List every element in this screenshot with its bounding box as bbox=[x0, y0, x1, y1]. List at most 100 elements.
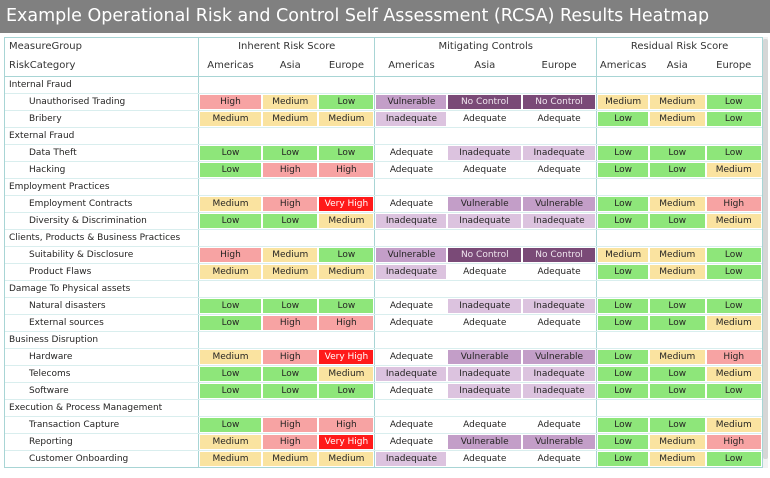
heatmap-cell[interactable]: Medium bbox=[262, 450, 319, 467]
vertical-scrollbar[interactable] bbox=[763, 37, 768, 468]
category-row[interactable]: External Fraud bbox=[5, 127, 762, 145]
heatmap-cell[interactable]: Adequate bbox=[374, 348, 448, 366]
heatmap-cell[interactable]: Low bbox=[705, 144, 762, 162]
heatmap-cell[interactable]: Medium bbox=[596, 93, 650, 111]
heatmap-cell[interactable]: Low bbox=[596, 314, 650, 332]
heatmap-cell[interactable]: Inadequate bbox=[522, 297, 597, 315]
heatmap-cell[interactable]: Very High bbox=[318, 348, 375, 366]
heatmap-cell[interactable]: Adequate bbox=[522, 161, 597, 179]
heatmap-cell[interactable]: High bbox=[318, 416, 375, 434]
heatmap-cell[interactable]: Medium bbox=[318, 110, 375, 128]
heatmap-cell[interactable]: High bbox=[318, 161, 375, 179]
heatmap-cell[interactable]: Vulnerable bbox=[447, 195, 523, 213]
heatmap-cell[interactable]: High bbox=[262, 314, 319, 332]
group-header-controls[interactable]: Mitigating Controls bbox=[374, 38, 597, 56]
heatmap-cell[interactable]: Medium bbox=[198, 450, 262, 467]
heatmap-cell[interactable]: Medium bbox=[649, 433, 706, 451]
heatmap-cell[interactable]: Low bbox=[198, 212, 262, 230]
heatmap-cell[interactable]: Medium bbox=[198, 433, 262, 451]
heatmap-cell[interactable]: Low bbox=[649, 314, 706, 332]
heatmap-cell[interactable]: Inadequate bbox=[374, 110, 448, 128]
heatmap-cell[interactable]: Medium bbox=[705, 212, 762, 230]
heatmap-cell[interactable]: Low bbox=[198, 144, 262, 162]
heatmap-cell[interactable]: Low bbox=[705, 93, 762, 111]
heatmap-cell[interactable]: Low bbox=[596, 161, 650, 179]
heatmap-cell[interactable]: Low bbox=[262, 382, 319, 400]
heatmap-cell[interactable]: Inadequate bbox=[522, 365, 597, 383]
column-header-region[interactable]: Asia bbox=[447, 56, 523, 77]
heatmap-cell[interactable]: Very High bbox=[318, 433, 375, 451]
heatmap-cell[interactable]: Low bbox=[649, 161, 706, 179]
column-header-region[interactable]: Asia bbox=[262, 56, 319, 77]
heatmap-cell[interactable]: Low bbox=[705, 110, 762, 128]
heatmap-cell[interactable]: Low bbox=[649, 416, 706, 434]
table-row[interactable]: Unauthorised Trading High Medium Low Vulnera… bbox=[5, 93, 762, 111]
heatmap-matrix[interactable]: MeasureGroup Inherent Risk Score Mitigat… bbox=[4, 37, 763, 468]
table-row[interactable]: Telecoms Low Low Medium Inadequate Inadequate… bbox=[5, 365, 762, 383]
table-row[interactable]: Software Low Low Low Adequate Inadequate Inade… bbox=[5, 382, 762, 400]
heatmap-cell[interactable]: Low bbox=[596, 263, 650, 281]
heatmap-cell[interactable]: Inadequate bbox=[447, 212, 523, 230]
heatmap-cell[interactable]: Medium bbox=[198, 348, 262, 366]
heatmap-cell[interactable]: Medium bbox=[198, 110, 262, 128]
heatmap-cell[interactable]: Low bbox=[705, 297, 762, 315]
category-row[interactable]: Internal Fraud bbox=[5, 76, 762, 94]
heatmap-cell[interactable]: Medium bbox=[705, 365, 762, 383]
heatmap-cell[interactable]: Low bbox=[318, 382, 375, 400]
column-header-region[interactable]: Europe bbox=[318, 56, 375, 77]
heatmap-cell[interactable]: Adequate bbox=[522, 263, 597, 281]
heatmap-cell[interactable]: High bbox=[262, 348, 319, 366]
heatmap-cell[interactable]: High bbox=[262, 416, 319, 434]
table-row[interactable]: Hardware Medium High Very High Adequate Vulne… bbox=[5, 348, 762, 366]
heatmap-cell[interactable]: Adequate bbox=[522, 314, 597, 332]
heatmap-cell[interactable]: Low bbox=[318, 297, 375, 315]
heatmap-cell[interactable]: Medium bbox=[649, 348, 706, 366]
heatmap-cell[interactable]: Adequate bbox=[374, 382, 448, 400]
column-header-region[interactable]: Americas bbox=[596, 56, 650, 77]
heatmap-cell[interactable]: Adequate bbox=[447, 450, 523, 467]
heatmap-cell[interactable]: Low bbox=[596, 144, 650, 162]
column-header-region[interactable]: Europe bbox=[705, 56, 762, 77]
column-header-region[interactable]: Americas bbox=[374, 56, 448, 77]
heatmap-cell[interactable]: Adequate bbox=[374, 144, 448, 162]
heatmap-cell[interactable]: Low bbox=[198, 416, 262, 434]
heatmap-cell[interactable]: Vulnerable bbox=[374, 93, 448, 111]
heatmap-cell[interactable]: High bbox=[198, 246, 262, 264]
heatmap-cell[interactable]: Low bbox=[262, 297, 319, 315]
heatmap-cell[interactable]: Low bbox=[318, 246, 375, 264]
heatmap-cell[interactable]: Medium bbox=[649, 263, 706, 281]
heatmap-cell[interactable]: Adequate bbox=[374, 433, 448, 451]
heatmap-cell[interactable]: Medium bbox=[318, 450, 375, 467]
heatmap-cell[interactable]: Low bbox=[198, 382, 262, 400]
heatmap-cell[interactable]: High bbox=[705, 348, 762, 366]
heatmap-cell[interactable]: Medium bbox=[262, 110, 319, 128]
heatmap-cell[interactable]: Low bbox=[198, 297, 262, 315]
heatmap-cell[interactable]: Low bbox=[649, 365, 706, 383]
heatmap-cell[interactable]: Medium bbox=[318, 365, 375, 383]
heatmap-cell[interactable]: Medium bbox=[649, 195, 706, 213]
heatmap-cell[interactable]: Adequate bbox=[447, 416, 523, 434]
heatmap-cell[interactable]: Adequate bbox=[374, 297, 448, 315]
heatmap-cell[interactable]: Adequate bbox=[522, 450, 597, 467]
heatmap-cell[interactable]: Low bbox=[649, 144, 706, 162]
heatmap-cell[interactable]: Medium bbox=[705, 161, 762, 179]
table-row[interactable]: Employment Contracts Medium High Very High A… bbox=[5, 195, 762, 213]
heatmap-cell[interactable]: Inadequate bbox=[522, 144, 597, 162]
heatmap-cell[interactable]: Low bbox=[596, 365, 650, 383]
heatmap-cell[interactable]: High bbox=[262, 195, 319, 213]
table-row[interactable]: Hacking Low High High Adequate Adequate Adequa… bbox=[5, 161, 762, 179]
category-row[interactable]: Employment Practices bbox=[5, 178, 762, 196]
heatmap-cell[interactable]: High bbox=[705, 195, 762, 213]
heatmap-cell[interactable]: Medium bbox=[198, 263, 262, 281]
heatmap-cell[interactable]: Low bbox=[596, 110, 650, 128]
heatmap-cell[interactable]: Medium bbox=[705, 314, 762, 332]
heatmap-cell[interactable]: Medium bbox=[596, 246, 650, 264]
heatmap-cell[interactable]: High bbox=[318, 314, 375, 332]
heatmap-cell[interactable]: Medium bbox=[318, 263, 375, 281]
category-row[interactable]: Clients, Products & Business Practices bbox=[5, 229, 762, 247]
heatmap-cell[interactable]: Adequate bbox=[522, 110, 597, 128]
heatmap-cell[interactable]: Medium bbox=[262, 93, 319, 111]
table-row[interactable]: Product Flaws Medium Medium Medium Inadequat… bbox=[5, 263, 762, 281]
heatmap-cell[interactable]: Inadequate bbox=[447, 365, 523, 383]
category-row[interactable]: Business Disruption bbox=[5, 331, 762, 349]
